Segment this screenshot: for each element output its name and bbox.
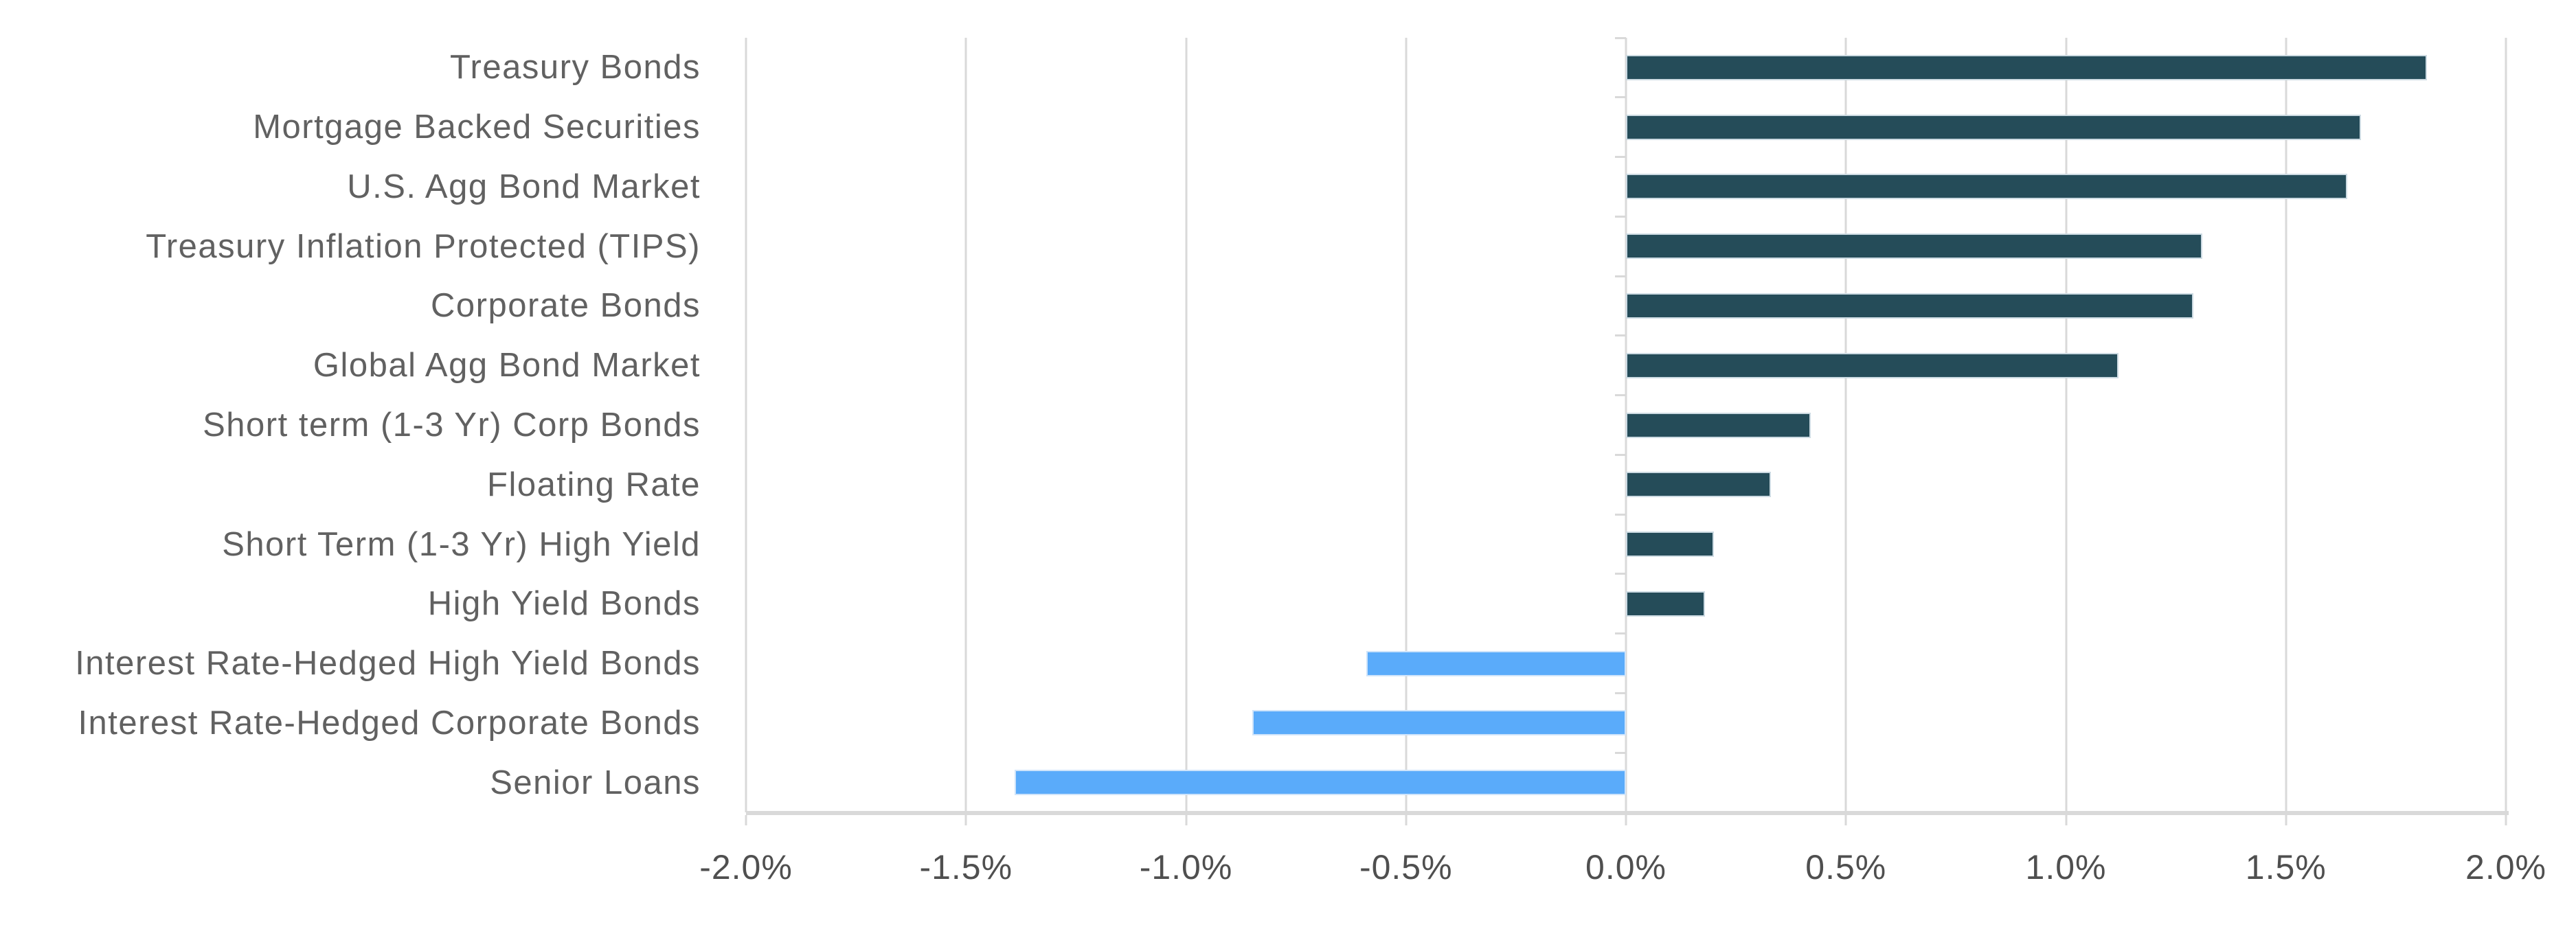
bar	[1626, 412, 1811, 438]
category-axis-tick	[1615, 751, 1626, 754]
category-label: High Yield Bonds	[427, 585, 701, 623]
category-label: Short Term (1-3 Yr) High Yield	[222, 525, 701, 563]
category-axis-tick	[1615, 156, 1626, 159]
category-axis-tick	[1615, 275, 1626, 277]
bar	[1252, 710, 1626, 736]
category-label: Short term (1-3 Yr) Corp Bonds	[203, 406, 701, 444]
gridline	[745, 38, 747, 812]
bar	[1626, 233, 2203, 260]
category-axis-tick	[1615, 453, 1626, 456]
category-axis-tick	[1615, 632, 1626, 635]
x-tick-label: 1.5%	[2245, 848, 2327, 886]
gridline	[2505, 38, 2507, 812]
category-label: Global Agg Bond Market	[313, 347, 701, 385]
category-label: Floating Rate	[487, 466, 701, 503]
bar	[1626, 54, 2427, 80]
bar	[1626, 591, 1706, 617]
category-axis-tick	[1615, 36, 1626, 39]
x-axis-tick	[2065, 815, 2067, 825]
x-axis-tick	[745, 815, 747, 825]
x-axis-tick	[1844, 815, 1847, 825]
category-axis-tick	[1615, 215, 1626, 218]
bar	[1626, 293, 2194, 319]
gridline	[2285, 38, 2287, 812]
bar	[1626, 174, 2348, 200]
gridline	[2065, 38, 2067, 812]
bar	[1626, 531, 1715, 558]
category-label: Interest Rate-Hedged Corporate Bonds	[78, 704, 701, 742]
x-axis-tick	[2285, 815, 2287, 825]
category-label: Treasury Bonds	[449, 49, 701, 87]
x-tick-label: 1.0%	[2025, 848, 2107, 886]
x-tick-label: -2.0%	[699, 848, 793, 886]
x-tick-label: 0.5%	[1805, 848, 1887, 886]
x-axis-tick	[1405, 815, 1408, 825]
category-label: Senior Loans	[490, 764, 701, 801]
x-tick-label: -0.5%	[1359, 848, 1453, 886]
bar	[1626, 352, 2119, 378]
category-label: Mortgage Backed Securities	[253, 108, 701, 146]
category-axis-tick	[1615, 513, 1626, 516]
bar	[1626, 472, 1772, 498]
x-axis-tick	[1625, 815, 1627, 825]
x-tick-label: -1.0%	[1139, 848, 1233, 886]
category-label: Interest Rate-Hedged High Yield Bonds	[75, 645, 701, 683]
bar	[1626, 114, 2361, 140]
plot-area	[745, 36, 2507, 814]
x-axis-tick	[964, 815, 967, 825]
x-tick-label: -1.5%	[919, 848, 1013, 886]
x-axis-line	[746, 811, 2509, 815]
bar	[1366, 650, 1626, 676]
gridline	[1844, 38, 1847, 812]
category-label: Corporate Bonds	[431, 287, 701, 325]
bar	[1014, 770, 1626, 796]
category-label: Treasury Inflation Protected (TIPS)	[146, 227, 701, 265]
category-axis-tick	[1615, 96, 1626, 99]
gridline	[964, 38, 967, 812]
x-axis-tick	[2505, 815, 2507, 825]
gridline	[1185, 38, 1187, 812]
x-tick-label: 2.0%	[2465, 848, 2546, 886]
gridline	[1405, 38, 1408, 812]
category-axis-tick	[1615, 573, 1626, 575]
x-tick-label: 0.0%	[1585, 848, 1667, 886]
x-axis-tick	[1185, 815, 1187, 825]
category-axis-tick	[1615, 394, 1626, 397]
category-axis-tick	[1615, 334, 1626, 337]
category-axis-tick	[1615, 691, 1626, 694]
category-label: U.S. Agg Bond Market	[347, 168, 701, 205]
